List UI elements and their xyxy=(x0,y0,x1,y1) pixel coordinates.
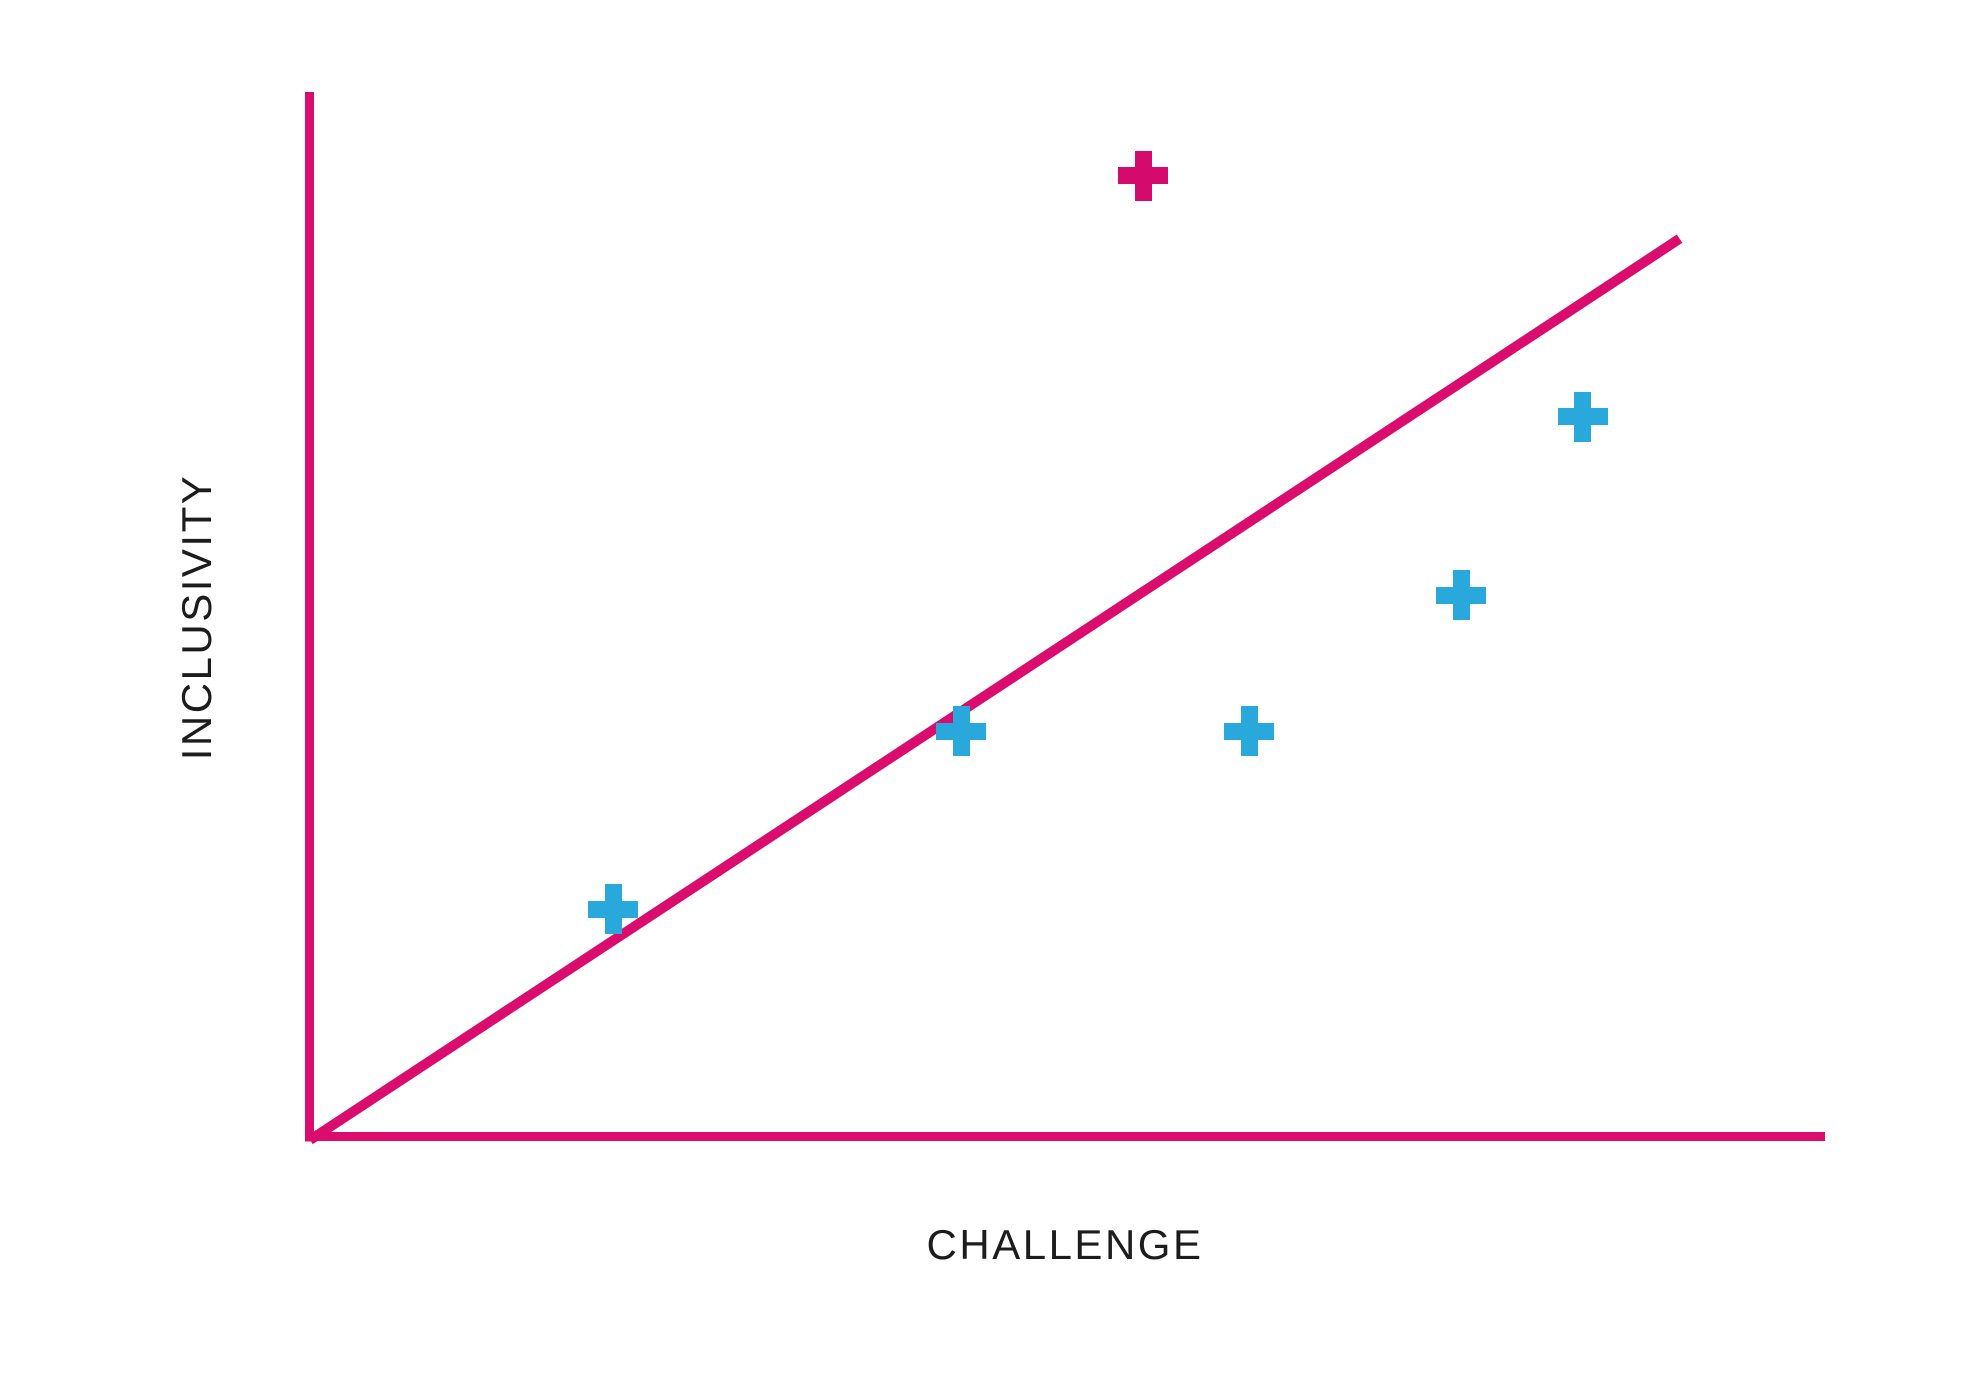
y-axis-label: INCLUSIVITY xyxy=(173,473,220,761)
reference-line xyxy=(307,234,1683,1145)
x-axis-label: CHALLENGE xyxy=(926,1221,1204,1268)
